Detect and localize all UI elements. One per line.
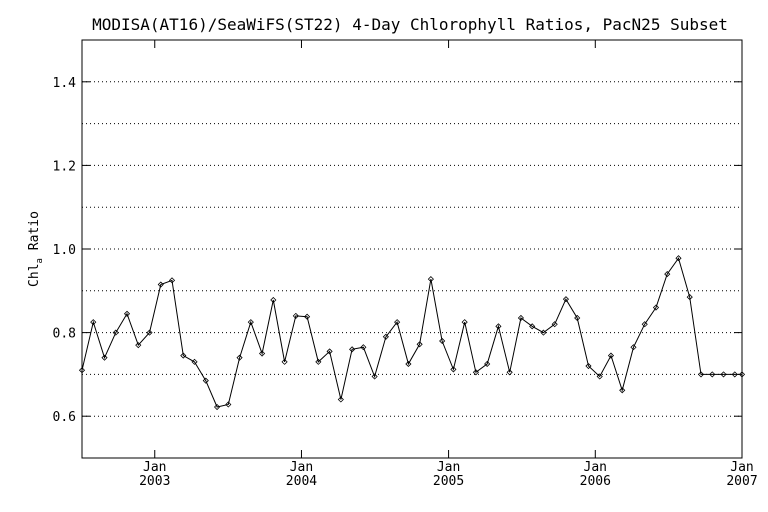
data-point	[101, 354, 108, 361]
data-point	[697, 371, 705, 378]
y-axis-label-subscript: a	[35, 258, 45, 263]
data-point	[551, 321, 558, 328]
data-point	[304, 313, 311, 320]
data-point	[157, 281, 164, 288]
data-point	[259, 350, 266, 357]
data-point	[371, 373, 378, 380]
data-point	[450, 366, 457, 373]
data-point	[405, 360, 412, 368]
x-tick-month-label: Jan	[143, 460, 166, 475]
y-axis-label: Chla Ratio	[27, 211, 45, 287]
data-point	[382, 333, 389, 340]
data-point	[292, 312, 299, 319]
gridlines	[82, 81, 742, 417]
y-tick-label: 1.0	[53, 243, 76, 258]
x-tick-month-label: Jan	[290, 460, 313, 475]
x-tick-month-label: Jan	[730, 460, 753, 475]
x-tick-year-label: 2006	[580, 474, 611, 489]
y-axis-label-main: Chl	[27, 263, 42, 286]
x-tick-year-label: 2007	[726, 474, 757, 489]
x-tick-year-label: 2003	[139, 474, 170, 489]
data-point	[315, 358, 322, 365]
data-point	[270, 296, 277, 304]
data-point	[360, 344, 367, 351]
data-point	[123, 310, 131, 317]
x-tick-month-label: Jan	[584, 460, 607, 475]
data-point	[641, 321, 648, 328]
data-point	[281, 358, 288, 365]
data-point	[394, 319, 401, 326]
data-point	[135, 342, 142, 349]
data-point	[349, 346, 356, 353]
y-axis-label-rest: Ratio	[27, 211, 42, 258]
data-point	[652, 304, 660, 311]
data-point	[619, 387, 626, 394]
data-point	[191, 358, 198, 365]
y-axis: 0.6 0.8 1.0 1.2 1.4	[53, 76, 742, 425]
data-point	[484, 360, 491, 368]
series-chl-ratio	[78, 255, 746, 411]
data-point	[180, 352, 187, 359]
data-point	[202, 377, 209, 384]
data-point	[630, 344, 637, 351]
data-point	[675, 255, 682, 262]
series-line	[81, 257, 742, 408]
data-point	[495, 323, 502, 330]
data-point	[574, 314, 581, 322]
x-tick-year-label: 2004	[286, 474, 317, 489]
data-point	[78, 367, 86, 374]
data-point	[427, 276, 434, 283]
x-tick-year-label: 2005	[433, 474, 464, 489]
data-point	[416, 341, 423, 348]
data-point	[607, 352, 615, 359]
x-tick-month-label: Jan	[437, 460, 460, 475]
data-point	[709, 371, 716, 378]
y-tick-label: 0.6	[53, 410, 76, 425]
data-point	[517, 314, 524, 322]
data-point	[247, 319, 254, 326]
data-point	[90, 319, 97, 326]
data-point	[664, 271, 671, 278]
data-point	[540, 329, 547, 336]
data-point	[439, 337, 446, 345]
data-point	[562, 296, 570, 303]
data-point	[146, 329, 153, 336]
y-tick-label: 0.8	[53, 327, 76, 342]
data-point	[720, 371, 727, 378]
data-point	[686, 294, 693, 301]
data-point	[585, 362, 592, 370]
data-point	[596, 373, 603, 380]
data-point	[731, 371, 738, 378]
data-point	[738, 371, 746, 378]
data-point	[529, 323, 536, 330]
plot-frame	[81, 39, 743, 459]
data-point	[337, 396, 344, 403]
data-point	[506, 369, 513, 376]
data-point	[236, 354, 243, 361]
data-point	[225, 401, 232, 408]
y-tick-label: 1.2	[53, 159, 76, 174]
data-point	[112, 329, 119, 336]
y-tick-label: 1.4	[53, 76, 77, 91]
data-point	[472, 369, 479, 376]
data-point	[326, 348, 333, 355]
data-point	[168, 277, 176, 284]
chart-title: MODISA(AT16)/SeaWiFS(ST22) 4-Day Chlorop…	[92, 15, 728, 34]
data-point	[213, 403, 221, 411]
data-point	[461, 319, 468, 326]
